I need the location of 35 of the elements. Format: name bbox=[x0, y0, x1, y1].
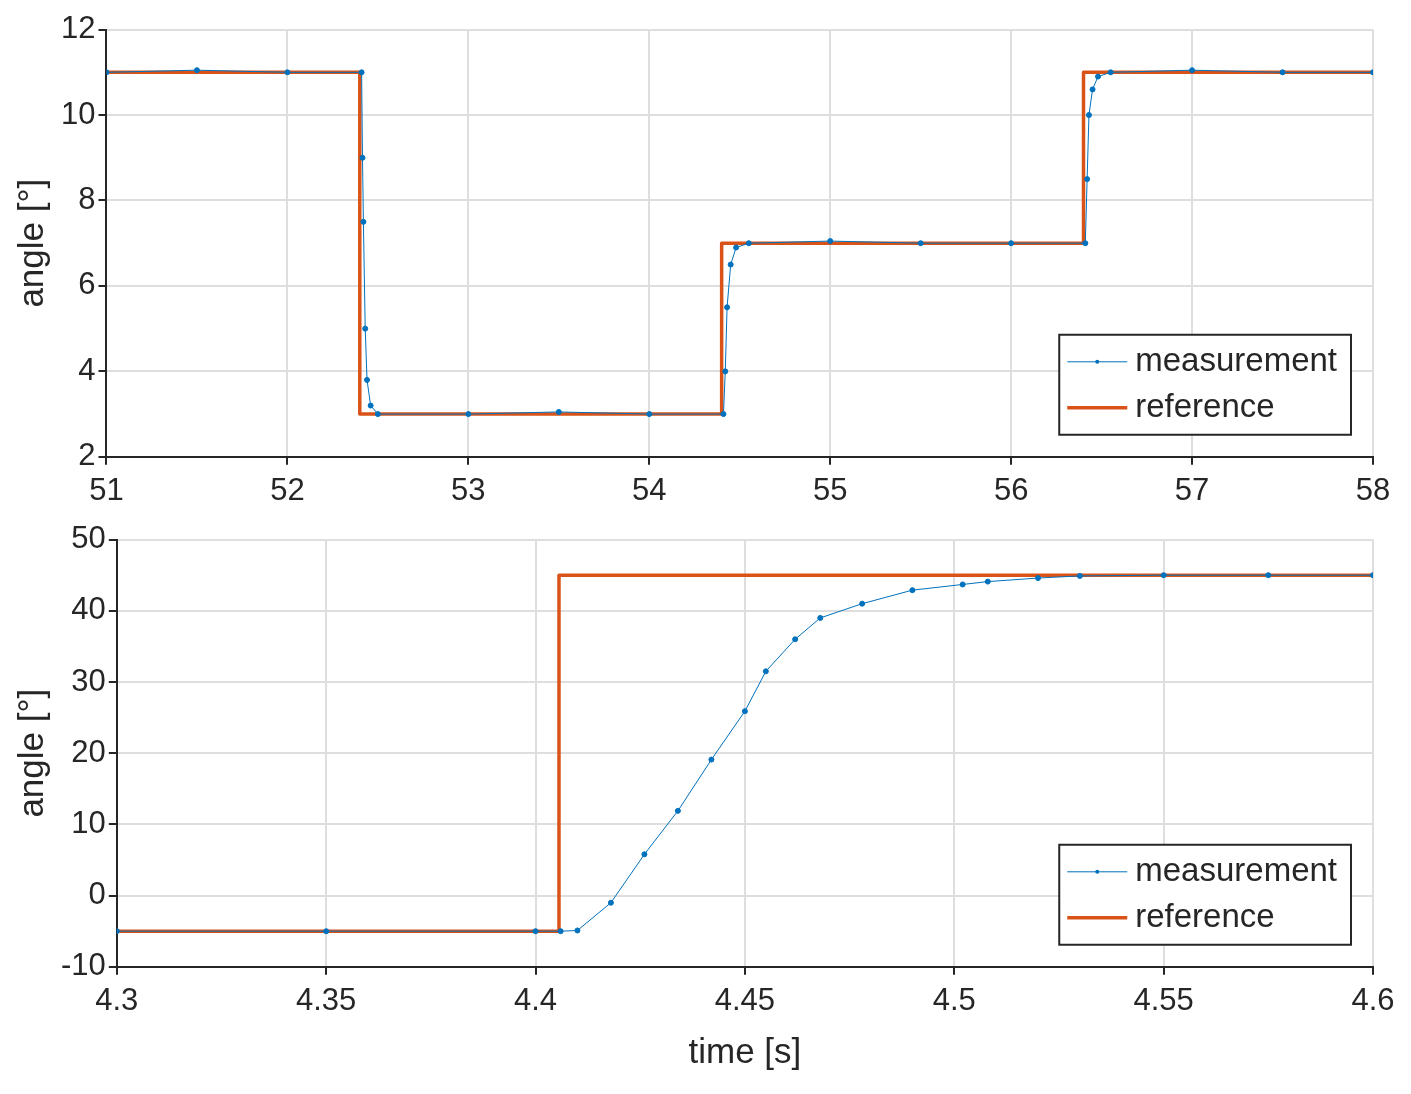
y-tick-label: 30 bbox=[71, 662, 106, 698]
x-tick-label: 4.35 bbox=[296, 981, 357, 1017]
x-tick-label: 52 bbox=[270, 471, 305, 507]
legend-label: reference bbox=[1135, 386, 1275, 424]
y-tick-label: 20 bbox=[71, 733, 106, 769]
y-tick-label: 40 bbox=[71, 591, 106, 627]
y-tick-label: 6 bbox=[78, 266, 96, 302]
y-tick-label: 8 bbox=[78, 181, 96, 217]
y-axis-title: angle [°] bbox=[10, 178, 50, 308]
x-tick-label: 4.6 bbox=[1351, 981, 1395, 1017]
x-tick-label: 57 bbox=[1174, 471, 1210, 507]
y-tick-label: 0 bbox=[88, 876, 106, 912]
x-tick-label: 54 bbox=[632, 471, 667, 507]
y-axis-title: angle [°] bbox=[10, 688, 50, 818]
x-tick-label: 53 bbox=[451, 471, 486, 507]
x-tick-label: 4.5 bbox=[932, 981, 976, 1017]
y-tick-label: 10 bbox=[61, 95, 96, 131]
y-tick-label: 2 bbox=[78, 437, 96, 473]
y-tick-label: 10 bbox=[71, 804, 106, 840]
y-tick-label: 50 bbox=[71, 520, 106, 556]
x-tick-label: 51 bbox=[89, 471, 124, 507]
y-tick-label: 4 bbox=[78, 351, 96, 387]
x-tick-label: 56 bbox=[993, 471, 1029, 507]
x-tick-label: 58 bbox=[1355, 471, 1391, 507]
legend-label: measurement bbox=[1135, 850, 1338, 888]
y-tick-label: -10 bbox=[60, 947, 106, 983]
x-tick-label: 4.45 bbox=[714, 981, 776, 1017]
y-tick-label: 12 bbox=[61, 10, 96, 46]
x-tick-label: 4.4 bbox=[513, 981, 558, 1017]
x-tick-label: 4.3 bbox=[95, 981, 139, 1017]
x-tick-label: 55 bbox=[812, 471, 848, 507]
x-tick-label: 4.55 bbox=[1133, 981, 1194, 1017]
legend-label: reference bbox=[1135, 896, 1275, 934]
legend-label: measurement bbox=[1135, 340, 1338, 378]
x-axis-title: time [s] bbox=[688, 1030, 802, 1070]
